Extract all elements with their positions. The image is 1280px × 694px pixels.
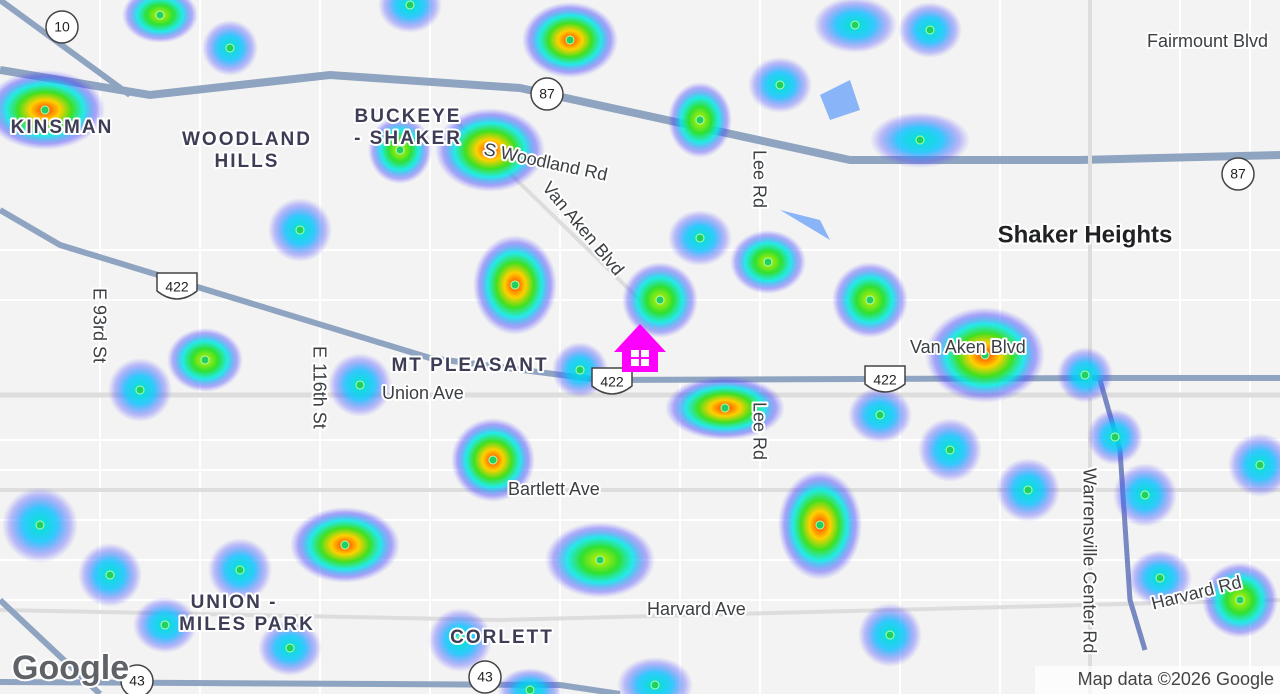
city-label: Shaker Heights — [998, 221, 1173, 248]
point — [1023, 485, 1033, 495]
point — [525, 685, 535, 694]
point — [695, 233, 705, 243]
route-number: 422 — [873, 372, 897, 388]
route-shield — [45, 10, 79, 44]
point — [1155, 573, 1165, 583]
attribution: Map data ©2026 Google — [1078, 669, 1274, 689]
neighborhood-label: UNION - — [191, 592, 278, 613]
point — [885, 630, 895, 640]
point — [405, 0, 415, 10]
street-label: Van Aken Blvd — [910, 337, 1026, 357]
point — [155, 10, 165, 20]
point — [850, 20, 860, 30]
neighborhood-label: MILES PARK — [179, 614, 315, 635]
street-label: Harvard Ave — [647, 599, 746, 619]
heat-blob — [0, 70, 105, 150]
point — [980, 350, 990, 360]
route-shield — [591, 367, 633, 395]
route-number: 422 — [600, 374, 624, 390]
point — [395, 145, 405, 155]
point — [200, 355, 210, 365]
point — [105, 570, 115, 580]
point — [455, 635, 465, 645]
neighborhood-label: - SHAKER — [354, 128, 462, 149]
route-shield — [468, 660, 502, 694]
point — [875, 410, 885, 420]
street-label: Fairmount Blvd — [1147, 31, 1268, 51]
point — [235, 565, 245, 575]
point — [650, 680, 660, 690]
point — [1235, 595, 1245, 605]
street-label: Lee Rd — [749, 402, 769, 460]
home-marker — [614, 324, 666, 372]
point — [595, 555, 605, 565]
street-label: Union Ave — [382, 383, 464, 403]
street-label: E 93rd St — [89, 288, 109, 363]
point — [565, 35, 575, 45]
route-number: 422 — [165, 279, 189, 295]
point — [815, 520, 825, 530]
point — [510, 280, 520, 290]
point — [340, 540, 350, 550]
attribution-bg — [1035, 666, 1280, 694]
point — [945, 445, 955, 455]
heat-blob — [378, 0, 442, 33]
heat-blob — [1228, 433, 1280, 497]
point — [655, 295, 665, 305]
point — [135, 385, 145, 395]
point — [720, 403, 730, 413]
neighborhood-label: HILLS — [215, 151, 280, 172]
point — [865, 295, 875, 305]
heat-blob — [122, 0, 198, 43]
point — [925, 25, 935, 35]
heat-blob — [617, 657, 693, 694]
point — [285, 643, 295, 653]
route-number: 87 — [1230, 166, 1246, 182]
route-number: 43 — [129, 673, 145, 689]
point — [35, 520, 45, 530]
route-shield — [156, 272, 198, 300]
point — [1110, 432, 1120, 442]
route-number: 87 — [539, 86, 555, 102]
route-shield — [1221, 157, 1255, 191]
street-label: E 116th St — [309, 346, 329, 429]
point — [575, 365, 585, 375]
neighborhood-label: CORLETT — [450, 627, 554, 648]
neighborhood-label: MT PLEASANT — [391, 355, 548, 376]
point — [160, 620, 170, 630]
point — [485, 145, 495, 155]
point — [40, 105, 50, 115]
point — [1080, 370, 1090, 380]
route-shield — [530, 77, 564, 111]
route-number: 10 — [54, 19, 70, 35]
route-shield — [120, 664, 154, 694]
heat-blob — [498, 668, 562, 694]
point — [915, 135, 925, 145]
street-label: Lee Rd — [749, 150, 769, 208]
street-label: Bartlett Ave — [508, 479, 600, 499]
point — [1255, 460, 1265, 470]
point — [225, 43, 235, 53]
point — [355, 380, 365, 390]
logo: Google — [12, 649, 129, 687]
point — [488, 455, 498, 465]
street-label: Warrensville Center Rd — [1079, 468, 1099, 653]
point — [295, 225, 305, 235]
point — [695, 115, 705, 125]
neighborhood-label: KINSMAN — [11, 117, 114, 138]
route-number: 43 — [477, 669, 493, 685]
point — [763, 257, 773, 267]
route-shield — [864, 365, 906, 393]
point — [1140, 490, 1150, 500]
point — [775, 80, 785, 90]
neighborhood-label: WOODLAND — [182, 129, 312, 150]
neighborhood-label: BUCKEYE — [355, 106, 462, 127]
